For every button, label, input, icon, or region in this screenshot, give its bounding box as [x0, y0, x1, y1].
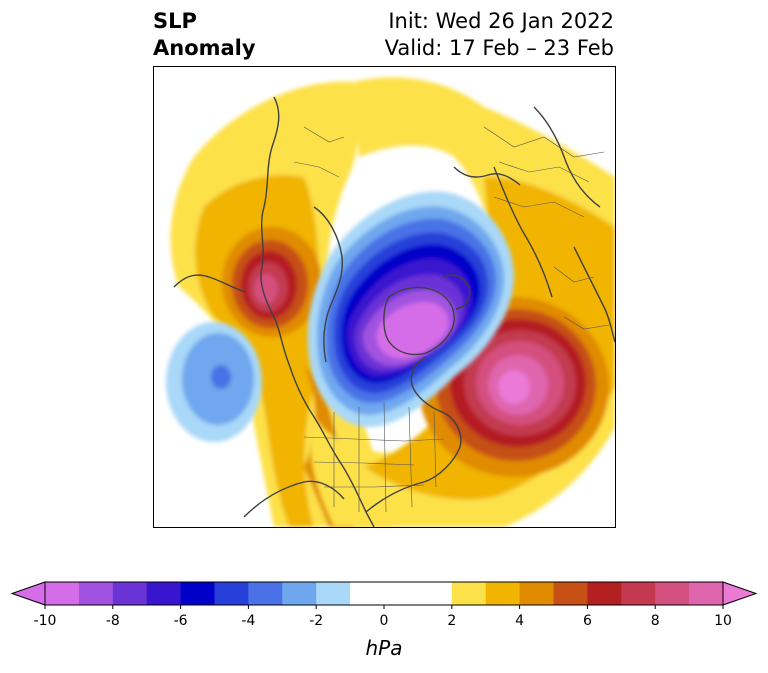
valid-range: Valid: 17 Feb – 23 Feb	[384, 36, 614, 60]
colorbar-segment	[350, 582, 419, 605]
colorbar-segment	[45, 582, 80, 605]
title-line-2: Anomaly	[153, 36, 256, 60]
map-title: SLP Anomaly	[153, 8, 256, 62]
colorbar-tick-label: -2	[309, 613, 323, 629]
map-canvas	[154, 67, 615, 527]
colorbar-segment	[316, 582, 351, 605]
colorbar-tick-label: -4	[241, 613, 255, 629]
colorbar-tick-label: 10	[714, 613, 732, 629]
title-line-1: SLP	[153, 9, 197, 33]
colorbar-tick-label: 8	[651, 613, 660, 629]
colorbar-tick-label: 4	[515, 613, 524, 629]
colorbar-segment	[214, 582, 249, 605]
colorbar-segment	[78, 582, 114, 605]
coastlines	[173, 96, 615, 527]
colorbar: -10 -8 -6 -4 -2 0 2 4 6 8 10	[0, 570, 768, 650]
init-date: Init: Wed 26 Jan 2022	[388, 9, 614, 33]
colorbar-segment	[417, 582, 453, 605]
colorbar-over-arrow	[722, 581, 758, 606]
colorbar-segment	[112, 582, 148, 605]
colorbar-tick-label: 6	[583, 613, 592, 629]
colorbar-segment	[621, 582, 656, 605]
colorbar-segment	[519, 582, 554, 605]
colorbar-tick-label: -8	[106, 613, 120, 629]
date-info: Init: Wed 26 Jan 2022 Valid: 17 Feb – 23…	[385, 8, 614, 62]
anomaly-map	[153, 66, 616, 528]
colorbar-tick-label: -6	[174, 613, 188, 629]
colorbar-segment	[282, 582, 317, 605]
colorbar-tick-label: 0	[380, 613, 389, 629]
colorbar-segment	[146, 582, 182, 605]
negative-anomaly-arctic	[307, 191, 514, 427]
colorbar-segment	[485, 582, 521, 605]
colorbar-tick-label: 2	[447, 613, 456, 629]
country-borders	[293, 126, 610, 513]
colorbar-under-arrow	[10, 581, 46, 606]
positive-anomaly-bering	[170, 81, 394, 527]
colorbar-svg: -10 -8 -6 -4 -2 0 2 4 6 8 10	[10, 581, 758, 629]
colorbar-segment	[587, 582, 622, 605]
colorbar-segment	[180, 582, 215, 605]
colorbar-tick-label: -10	[34, 613, 57, 629]
colorbar-segment	[451, 582, 487, 605]
colorbar-segment	[553, 582, 588, 605]
colorbar-segment	[689, 582, 724, 605]
colorbar-segment	[248, 582, 283, 605]
negative-anomaly-pacific	[166, 322, 262, 442]
colorbar-unit-label: hPa	[365, 636, 403, 660]
colorbar-segment	[655, 582, 690, 605]
